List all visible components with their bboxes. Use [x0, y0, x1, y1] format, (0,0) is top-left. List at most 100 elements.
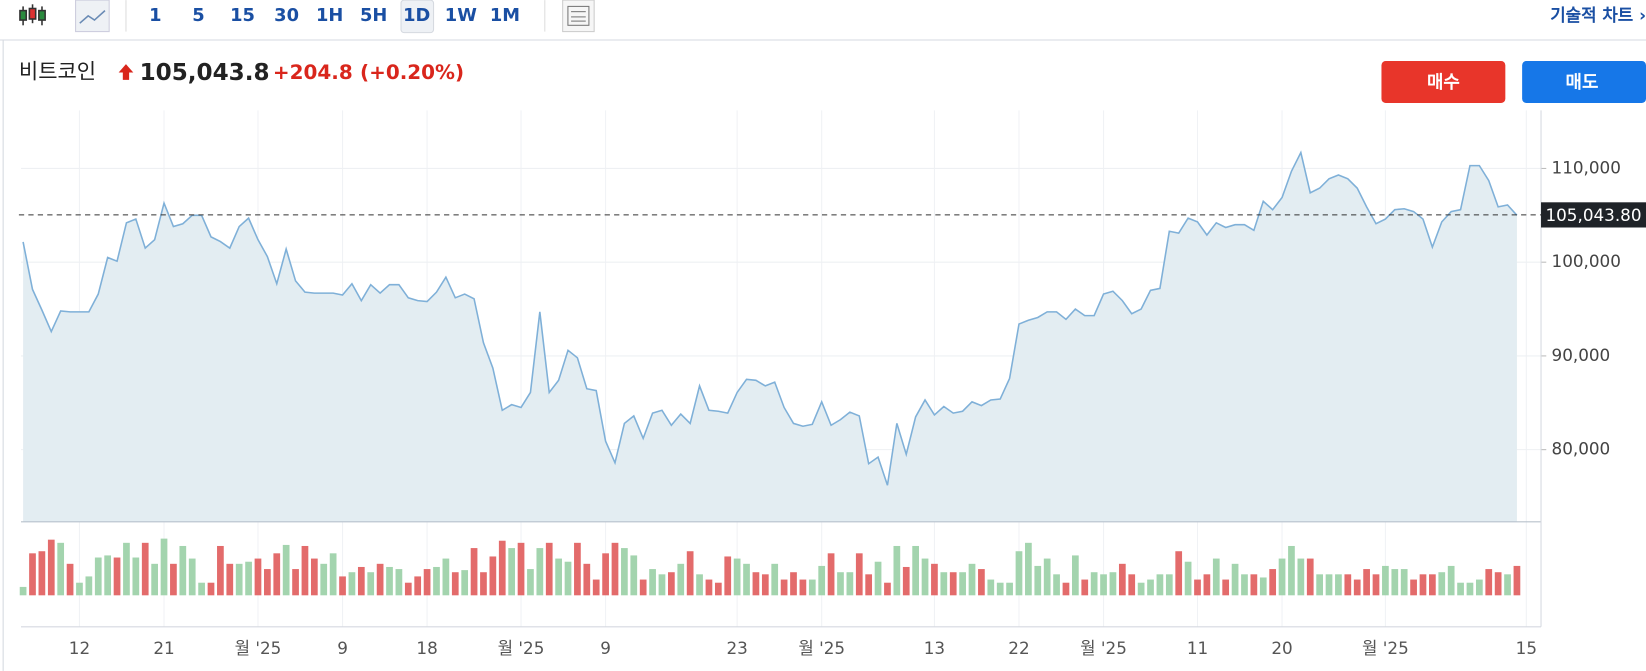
volume-bar [207, 582, 215, 596]
interval-button[interactable]: 5H [360, 5, 387, 26]
volume-bar [1081, 579, 1089, 596]
buy-button[interactable] [1381, 60, 1506, 103]
x-tick-label: 18 [416, 638, 437, 658]
y-tick-label: 100,000 [1552, 251, 1621, 271]
volume-bar [386, 566, 393, 596]
volume-bar [940, 572, 948, 596]
x-tick-label: 월 '25 [798, 638, 845, 658]
volume-bar [160, 538, 168, 596]
volume-bar [790, 572, 797, 596]
volume-bar [423, 569, 431, 596]
volume-bar [714, 582, 722, 596]
volume-bar [1212, 558, 1220, 596]
technical-chart-link[interactable]: 기술적 차트 › [1550, 5, 1646, 25]
volume-bar [1297, 558, 1305, 596]
volume-bar [987, 579, 995, 596]
volume-bar [1400, 569, 1408, 596]
volume-bar [198, 582, 205, 596]
volume-bar [433, 566, 440, 596]
volume-bar [1429, 574, 1436, 596]
volume-bar [132, 557, 140, 596]
buy-label[interactable]: 매수 [1427, 72, 1460, 93]
volume-bar [884, 582, 891, 596]
interval-button[interactable]: 15 [230, 5, 255, 26]
volume-bar [658, 574, 666, 596]
volume-bar [376, 563, 384, 596]
volume-bar [1194, 579, 1201, 596]
x-tick-label: 15 [1516, 638, 1537, 658]
volume-bar [47, 539, 55, 596]
volume-bar [611, 542, 619, 596]
interval-button[interactable]: 1W [445, 5, 477, 26]
volume-bar [846, 572, 854, 596]
volume-bar [1372, 574, 1380, 596]
volume-bar [1006, 582, 1013, 596]
last-price-label: 105,043.80 [1545, 205, 1641, 225]
interval-button[interactable]: 1D [403, 5, 430, 26]
instrument-name: 비트코인 [19, 60, 96, 84]
y-tick-label: 80,000 [1552, 439, 1611, 459]
volume-bar [357, 566, 365, 596]
volume-bar [273, 553, 281, 596]
y-tick-label: 110,000 [1552, 157, 1621, 177]
volume-bar [1071, 555, 1079, 596]
last-price-box [1541, 202, 1646, 228]
volume-bar [508, 548, 516, 596]
x-tick-label: 23 [726, 638, 747, 658]
volume-bar [536, 548, 544, 596]
volume-bar [179, 545, 187, 596]
line-icon[interactable] [75, 0, 110, 33]
volume-bar [865, 574, 873, 596]
interval-button[interactable]: 5 [192, 5, 204, 26]
interval-button[interactable]: 1M [490, 5, 520, 26]
volume-bar [902, 566, 910, 596]
volume-bar [301, 545, 309, 596]
volume-bar [1156, 574, 1164, 596]
volume-bar [1288, 545, 1295, 596]
volume-bar [630, 555, 638, 596]
volume-bar [527, 569, 534, 596]
sell-button[interactable] [1522, 60, 1646, 103]
volume-bar [245, 561, 252, 596]
volume-bar [1353, 579, 1361, 596]
volume-bar [489, 556, 497, 596]
volume-bar [921, 558, 929, 596]
y-tick-label: 90,000 [1552, 345, 1611, 365]
volume-bar [310, 558, 318, 596]
volume-bar [264, 569, 271, 596]
volume-bar [1485, 569, 1493, 596]
volume-bar [1165, 574, 1173, 596]
volume-bar [1457, 582, 1464, 596]
chart: 12 21 월 '25 9 18 월 '25 9 23 월 '25 13 22 월 '25 11 20 월 … [18, 110, 1646, 658]
volume-bar [743, 563, 750, 596]
volume-bar [254, 558, 262, 596]
volume-bar [1391, 569, 1399, 596]
interval-button[interactable]: 1H [316, 5, 343, 26]
volume-bar [649, 569, 656, 596]
volume-bar [94, 557, 102, 596]
volume-bar [282, 544, 290, 596]
volume-bar [461, 570, 469, 596]
volume-bar [874, 561, 882, 596]
volume-bar [1419, 574, 1427, 596]
volume-bar [1109, 572, 1117, 596]
sell-label[interactable]: 매도 [1566, 72, 1599, 93]
volume-bar [733, 558, 741, 596]
volume-bar [1344, 574, 1352, 596]
volume-bar [235, 563, 243, 596]
volume-bar [855, 553, 863, 596]
volume-bar [1203, 574, 1211, 596]
volume-bar [123, 542, 130, 596]
interval-button[interactable]: 30 [274, 5, 299, 26]
interval-button[interactable]: 1 [149, 5, 161, 26]
volume-bar [1335, 574, 1342, 596]
candle-icon[interactable] [19, 4, 46, 26]
volume-bar [912, 545, 919, 596]
volume-bar [1184, 561, 1192, 596]
volume-bar [113, 557, 121, 596]
volume-bar [517, 542, 525, 596]
volume-bar [1137, 582, 1145, 596]
volume-bar [696, 574, 703, 596]
